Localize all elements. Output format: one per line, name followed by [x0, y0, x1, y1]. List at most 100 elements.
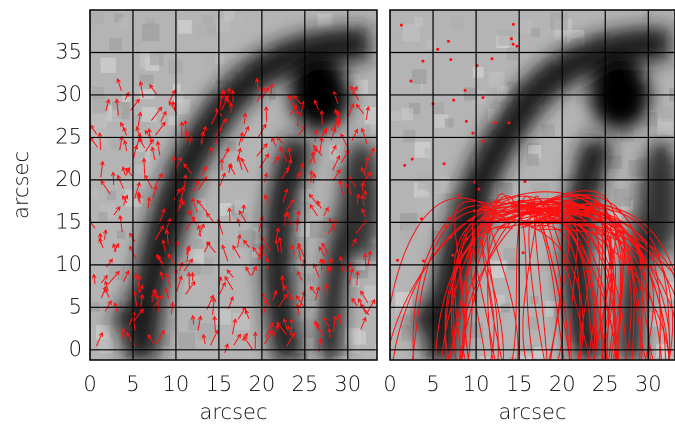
field-line	[510, 206, 534, 360]
field-dot	[509, 37, 513, 41]
texture	[149, 51, 164, 66]
y-tick-label: 35	[55, 39, 82, 63]
texture	[405, 199, 419, 213]
texture	[500, 85, 509, 94]
vector-arrow	[201, 333, 207, 345]
vector-arrow	[263, 105, 269, 122]
texture	[142, 23, 160, 42]
texture	[533, 347, 545, 359]
texture	[134, 37, 143, 47]
field-dot	[399, 23, 403, 27]
vector-arrow	[243, 239, 250, 248]
vector-arrow	[360, 166, 368, 179]
texture	[469, 303, 482, 315]
texture	[422, 78, 440, 97]
texture	[218, 161, 229, 172]
field-dot	[465, 237, 469, 241]
vector-arrow	[173, 187, 181, 200]
field-line	[452, 217, 508, 360]
vector-arrow	[318, 246, 326, 256]
texture	[508, 357, 521, 360]
x-tick-label: 20	[248, 372, 275, 396]
field-dot	[523, 180, 527, 184]
vector-arrow	[362, 189, 368, 200]
field-dot	[444, 225, 448, 229]
vector-arrow	[120, 327, 126, 340]
texture	[518, 18, 533, 34]
texture	[98, 339, 114, 354]
texture	[550, 12, 568, 30]
vector-arrow	[241, 332, 248, 341]
vector-arrow	[226, 269, 234, 278]
vector-arrow	[125, 166, 131, 176]
vector-arrow	[282, 284, 293, 298]
vector-arrow	[183, 119, 188, 137]
texture	[401, 108, 414, 121]
vector-arrow	[200, 165, 207, 177]
texture	[141, 107, 157, 123]
texture	[346, 73, 361, 88]
vector-arrow	[295, 109, 300, 127]
texture	[188, 318, 200, 331]
texture	[500, 182, 513, 196]
texture	[184, 273, 200, 289]
vector-arrow	[313, 129, 319, 142]
field-dot	[449, 58, 453, 62]
texture	[559, 42, 571, 54]
field-line	[467, 205, 537, 360]
x-tick-label: 5	[426, 372, 439, 396]
texture	[371, 236, 377, 250]
field-dot	[421, 59, 425, 63]
texture	[496, 104, 506, 114]
field-dot	[452, 98, 456, 102]
texture	[375, 36, 377, 50]
texture	[223, 10, 235, 22]
vector-arrow	[340, 133, 349, 149]
vector-arrow	[150, 146, 156, 161]
texture	[173, 83, 182, 92]
vector-arrow	[334, 116, 340, 129]
texture	[521, 212, 530, 222]
x-tick-label: 5	[126, 372, 139, 396]
texture	[394, 308, 404, 317]
vector-arrow	[309, 285, 317, 295]
x-tick-label: 0	[83, 372, 96, 396]
texture	[218, 203, 232, 216]
field-line	[390, 197, 502, 310]
vector-arrow	[144, 174, 153, 190]
texture	[503, 248, 517, 261]
vector-arrow	[272, 289, 278, 301]
texture	[554, 29, 566, 40]
vector-arrow	[99, 160, 105, 178]
texture	[311, 246, 322, 258]
y-tick-label: 30	[55, 82, 82, 106]
field-dot	[403, 163, 407, 167]
y-axis-label: arcsec	[9, 151, 33, 219]
texture	[413, 17, 424, 27]
texture	[472, 66, 484, 78]
field-dot	[395, 258, 399, 262]
field-line	[522, 204, 537, 360]
vector-arrow	[177, 200, 185, 212]
texture	[111, 280, 127, 296]
vector-arrow	[197, 315, 203, 331]
vector-arrow	[325, 265, 332, 275]
vector-arrow	[263, 194, 269, 204]
x-tick-label: 20	[549, 372, 576, 396]
texture	[673, 47, 675, 65]
vector-arrow	[164, 287, 170, 299]
vector-arrow	[96, 331, 104, 347]
field-line	[548, 200, 624, 360]
texture	[178, 19, 192, 34]
texture	[178, 332, 196, 350]
vector-arrow	[226, 86, 232, 100]
vector-arrow	[308, 193, 320, 207]
field-dot	[463, 88, 467, 92]
vector-arrow	[224, 275, 234, 291]
field-line	[533, 195, 548, 360]
vector-arrow	[278, 293, 288, 308]
field-line	[517, 199, 661, 360]
vector-arrow	[230, 89, 236, 103]
vector-arrow	[200, 125, 208, 143]
